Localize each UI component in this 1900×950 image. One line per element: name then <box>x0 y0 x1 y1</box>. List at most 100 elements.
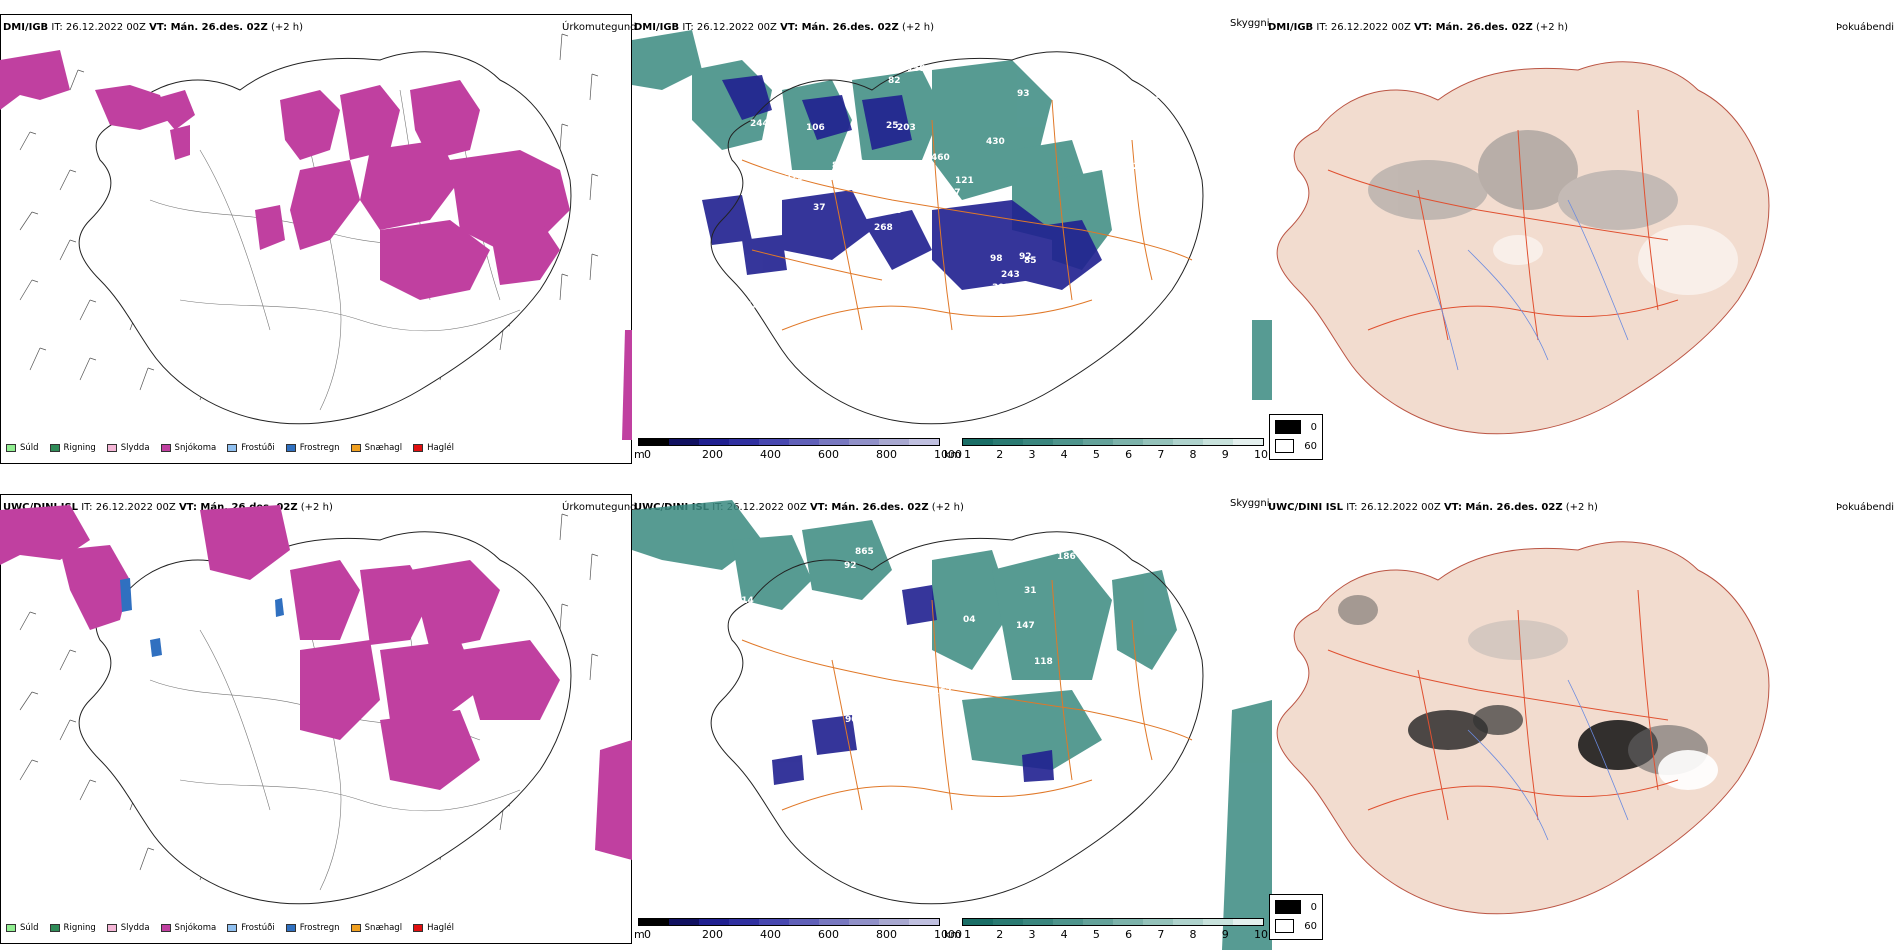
colorbar-segment <box>1053 919 1083 925</box>
ceiling-value-label: 889 <box>807 353 826 363</box>
colorbar-segment <box>1203 919 1233 925</box>
colorbar-tick-label: 1000 <box>934 448 962 461</box>
fog-legend-item: 60 <box>1275 439 1317 453</box>
colorbar-segment <box>669 919 699 925</box>
ceiling-value-label: 804 <box>1145 674 1164 684</box>
ceiling-value-label: 224 <box>949 730 968 740</box>
fog-swatch <box>1275 420 1301 434</box>
colorbar-segment <box>759 919 789 925</box>
colorbar-segment <box>1233 919 1263 925</box>
legend-item-frostudi: Frostúði <box>227 443 275 453</box>
colorbar-segment <box>819 919 849 925</box>
colorbar-segment <box>1113 439 1143 445</box>
ceiling-value-label: 166 <box>845 159 864 169</box>
ceiling-areas <box>702 75 1102 290</box>
iceland-land <box>1276 541 1770 915</box>
colorbar-tick-label: 4 <box>1060 928 1068 941</box>
ceiling-visibility-map-2: 8653199391224322214147260041631119290181… <box>632 500 1272 950</box>
ceiling-value-label: 90 <box>845 715 858 725</box>
visibility-colorbar-2 <box>962 918 1264 926</box>
colorbar-tick-label: 400 <box>760 928 781 941</box>
precip-type-frame-1 <box>0 14 632 464</box>
colorbar-segment <box>1143 439 1173 445</box>
colorbar-segment <box>993 439 1023 445</box>
ceiling-value-label: 04 <box>963 615 976 625</box>
fog-legend-item: 0 <box>1275 900 1317 914</box>
row-2: UWC/DINI ISL IT: 26.12.2022 00Z VT: Mán.… <box>0 480 1900 950</box>
colorbar-segment <box>699 439 729 445</box>
fog-legend-item: 0 <box>1275 420 1317 434</box>
legend-swatch <box>49 444 60 452</box>
ceiling-unit-2: m <box>634 928 645 941</box>
ceiling-value-label: 124 <box>764 379 783 389</box>
ceiling-value-label: 865 <box>855 547 874 557</box>
legend-item-slydda: Slydda <box>106 923 150 933</box>
ceiling-unit-1: m <box>634 448 645 461</box>
legend-swatch <box>6 444 16 452</box>
ceiling-value-label: 85 <box>1024 256 1037 266</box>
ceiling-value-label: 132 <box>1111 108 1130 118</box>
colorbar-segment <box>963 439 993 445</box>
colorbar-tick-label: 7 <box>1157 928 1165 941</box>
ceiling-value-label: 214 <box>735 596 754 606</box>
legend-item-rigning: Rigning <box>49 923 96 933</box>
colorbar-tick-label: 5 <box>1092 448 1100 461</box>
colorbar-segment <box>849 919 879 925</box>
ceiling-value-label: 25 <box>886 121 899 131</box>
ceiling-value-label: 92 <box>844 561 857 571</box>
ceiling-value-label: 82 <box>888 76 901 86</box>
legend-item-snaehagl: Snæhagl <box>350 923 402 933</box>
colorbar-segment <box>879 439 909 445</box>
legend-swatch <box>160 444 171 452</box>
colorbar-segment <box>669 439 699 445</box>
legend-swatch <box>350 444 361 452</box>
panel-title-precip-type: Úrkomutegund <box>562 22 637 33</box>
valid-time: VT: Mán. 26.des. 02Z <box>149 22 268 33</box>
colorbar-segment <box>1233 439 1263 445</box>
colorbar-segment <box>879 919 909 925</box>
run-header-2c: UWC/DINI ISL IT: 26.12.2022 00Z VT: Mán.… <box>1268 502 1598 513</box>
colorbar-tick-label: 3 <box>1028 448 1036 461</box>
colorbar-segment <box>1053 439 1083 445</box>
ceiling-value-label: 98 <box>990 254 1003 264</box>
legend-swatch <box>350 924 361 932</box>
colorbar-segment <box>639 439 669 445</box>
ceiling-value-label: 223 <box>785 173 804 183</box>
ceiling-value-label: 203 <box>900 811 919 821</box>
precip-type-map-2 <box>0 505 632 905</box>
legend-swatch <box>6 924 16 932</box>
colorbar-tick-label: 6 <box>1125 448 1133 461</box>
ceiling-value-label: 90 <box>948 197 961 207</box>
ceiling-visibility-map-1: 1711813226843073254603016616114520312185… <box>632 30 1272 425</box>
fog-swatch <box>1275 919 1295 933</box>
colorbar-tick-label: 200 <box>702 448 723 461</box>
colorbar-tick-label: 2 <box>996 448 1004 461</box>
ceiling-value-label: 82 <box>891 326 904 336</box>
road-network <box>741 99 1193 331</box>
colorbar-segment <box>1083 439 1113 445</box>
legend-item-slydda: Slydda <box>106 443 150 453</box>
fog-swatch <box>1275 900 1301 914</box>
precip-type-map-1 <box>0 33 632 440</box>
colorbar-tick-label: 1 <box>964 928 971 941</box>
colorbar-tick-label: 400 <box>760 448 781 461</box>
colorbar-tick-label: 2 <box>996 928 1004 941</box>
visibility-unit-1: km <box>944 448 962 461</box>
ceiling-value-labels: 1711813226843073254603016616114520312185… <box>725 64 1164 389</box>
colorbar-segment <box>849 439 879 445</box>
colorbar-tick-label: 9 <box>1221 448 1229 461</box>
model-name: DMI/IGB <box>3 22 49 33</box>
ceiling-value-label: 268 <box>874 223 893 233</box>
ceiling-value-label: 161 <box>725 343 744 353</box>
colorbar-segment <box>789 439 819 445</box>
ceiling-value-label: 94 <box>1151 179 1164 189</box>
road-network <box>741 579 1193 811</box>
colorbar-segment <box>1143 919 1173 925</box>
legend-swatch <box>227 444 238 452</box>
fog-map-1 <box>1276 61 1770 435</box>
colorbar-tick-label: 600 <box>818 928 839 941</box>
colorbar-tick-label: 8 <box>1189 448 1197 461</box>
fog-shading <box>1368 130 1738 295</box>
colorbar-segment <box>729 919 759 925</box>
ceiling-value-label: 185 <box>1141 96 1160 106</box>
